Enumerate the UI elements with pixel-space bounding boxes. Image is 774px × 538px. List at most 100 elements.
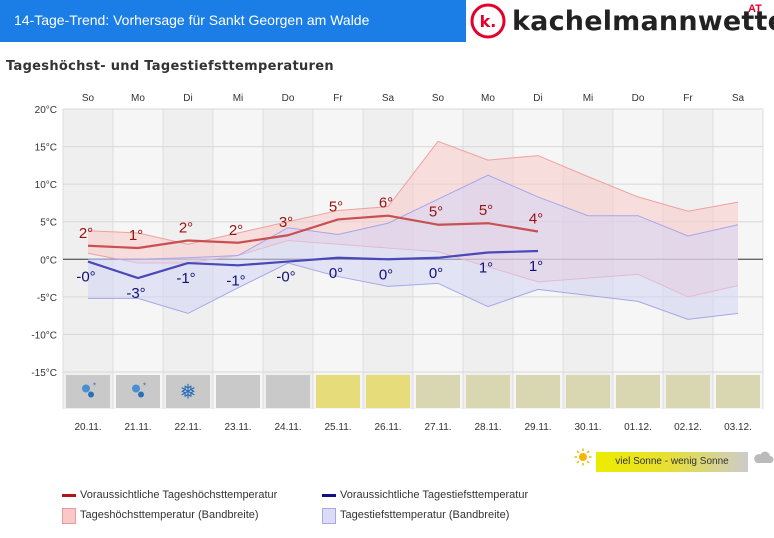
day-label: Fr [333, 93, 343, 104]
date-label: 29.11. [524, 422, 551, 433]
legend-max-line-swatch [62, 494, 76, 497]
min-temp-band-upper-edge [88, 174, 739, 260]
min-temp-label: 0° [379, 266, 393, 283]
sunshine-legend: viel Sonne - wenig Sonne [574, 448, 774, 478]
min-temp-label: -1° [176, 270, 195, 287]
chart-title: Tageshöchst- und Tagestiefsttemperaturen [6, 59, 334, 74]
sunshine-box [516, 375, 560, 408]
snowflake: * [143, 382, 146, 391]
day-label: Do [632, 93, 645, 104]
cloud-icon [754, 451, 774, 463]
y-tick-label: -5°C [37, 293, 57, 304]
date-label: 23.11. [224, 422, 251, 433]
date-label: 27.11. [424, 422, 451, 433]
day-label: Mo [131, 93, 145, 104]
max-temp-label: 5° [479, 202, 493, 219]
day-label: So [432, 93, 445, 104]
legend-max-band-swatch [62, 508, 76, 524]
date-label: 25.11. [324, 422, 351, 433]
legend-min-band-swatch [322, 508, 336, 524]
temperature-chart: 2° 1° 2° 2° 3° 5° 6° 5° 5° 4° -0° -3° -1° -1° -0° 0° 0° 0… [31, 93, 764, 433]
y-tick-label: 15°C [35, 143, 57, 154]
min-temp-label: 1° [479, 260, 493, 277]
min-temp-label: -0° [276, 269, 295, 286]
legend-min-line: Voraussichtliche Tagestiefsttemperatur [340, 489, 529, 501]
max-temp-line [87, 214, 539, 250]
max-temp-label: 2° [229, 222, 243, 239]
min-temp-label: -1° [226, 272, 245, 289]
date-label: 22.11. [174, 422, 201, 433]
day-label: Sa [382, 93, 395, 104]
sunshine-box [716, 375, 760, 408]
raindrop [132, 384, 140, 393]
sunshine-box [566, 375, 610, 408]
date-label: 30.11. [574, 422, 601, 433]
day-label: Mo [481, 93, 495, 104]
max-temp-label: 5° [329, 198, 343, 215]
raindrop [88, 391, 94, 398]
date-label: 20.11. [74, 422, 101, 433]
day-label: Di [533, 93, 542, 104]
sunshine-box [366, 375, 410, 408]
legend-max-band: Tageshöchsttemperatur (Bandbreite) [80, 509, 259, 521]
brand-name: kachelmannwetter [512, 6, 774, 37]
max-temp-label: 3° [279, 214, 293, 231]
max-temp-label: 2° [179, 220, 193, 237]
day-label: Mi [583, 93, 594, 104]
date-label: 21.11. [124, 422, 151, 433]
snowflake: * [93, 382, 96, 391]
sunshine-box [316, 375, 360, 408]
sunshine-scale-label: viel Sonne - wenig Sonne [615, 456, 729, 467]
day-label: Sa [732, 93, 745, 104]
max-temp-label: 4° [529, 210, 543, 227]
rain-snow-icon: * [82, 382, 96, 398]
max-temp-label: 5° [429, 204, 443, 221]
y-tick-label: 20°C [35, 105, 57, 116]
date-label: 02.12. [674, 422, 702, 433]
day-label: Di [183, 93, 192, 104]
sunshine-box [216, 375, 260, 408]
max-temp-label: 1° [129, 227, 143, 244]
brand[interactable]: k. kachelmannwetter AT [470, 0, 774, 42]
sunshine-box [466, 375, 510, 408]
day-label: Fr [683, 93, 693, 104]
logo-letter: k. [480, 12, 497, 31]
kachelmann-logo-icon: k. [470, 3, 506, 39]
header-bar: 14-Tage-Trend: Vorhersage für Sankt Geor… [0, 0, 466, 42]
y-tick-label: 10°C [35, 180, 57, 191]
sunshine-box [166, 375, 210, 408]
max-temp-label: 2° [79, 225, 93, 242]
snowflake-icon: ❅ [180, 382, 197, 404]
legend-min-line-swatch [322, 494, 336, 497]
sunshine-box [616, 375, 660, 408]
max-temp-label: 6° [379, 195, 393, 212]
max-temp-band-upper-edge [87, 140, 739, 245]
sun-icon [574, 448, 592, 466]
y-tick-label: -15°C [31, 368, 57, 379]
sunshine-box [416, 375, 460, 408]
page-title: 14-Tage-Trend: Vorhersage für Sankt Geor… [14, 12, 370, 28]
rain-snow-icon: * [132, 382, 146, 398]
y-tick-label: -10°C [31, 330, 57, 341]
min-temp-line [87, 249, 539, 280]
min-temp-label: -0° [76, 269, 95, 286]
date-label: 28.11. [474, 422, 501, 433]
sunshine-box [266, 375, 310, 408]
min-temp-label: -3° [126, 285, 145, 302]
raindrop [138, 391, 144, 398]
min-temp-band-lower-edge [88, 262, 739, 320]
legend-max-line: Voraussichtliche Tageshöchsttemperatur [80, 489, 278, 501]
day-label: Do [282, 93, 295, 104]
min-temp-label: 0° [429, 265, 443, 282]
date-label: 24.11. [274, 422, 301, 433]
sunshine-scale: viel Sonne - wenig Sonne [596, 452, 748, 472]
raindrop [82, 384, 90, 393]
date-label: 01.12. [624, 422, 652, 433]
min-temp-label: 0° [329, 265, 343, 282]
date-label: 26.11. [374, 422, 401, 433]
legend-min-band: Tagestiefsttemperatur (Bandbreite) [340, 509, 510, 521]
day-label: So [82, 93, 95, 104]
min-temp-label: 1° [529, 258, 543, 275]
brand-country: AT [748, 3, 762, 15]
date-label: 03.12. [724, 422, 752, 433]
